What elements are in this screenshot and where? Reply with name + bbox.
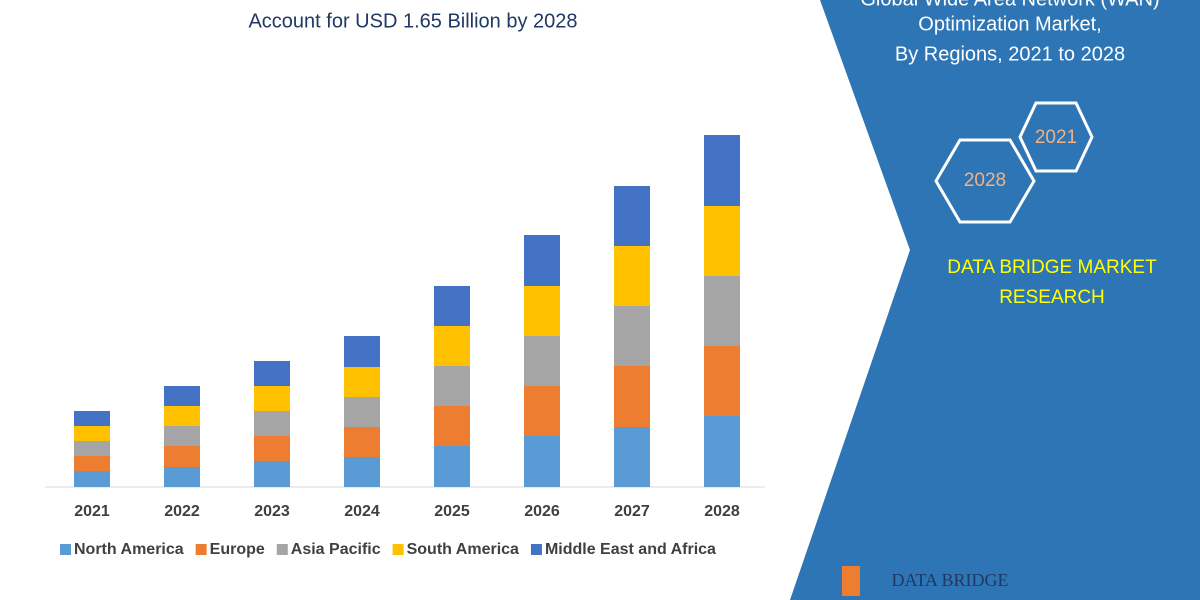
bar-segment [704,206,740,276]
bar-segment [614,427,650,487]
bar-segment [434,406,470,446]
bar-segment [74,471,110,487]
bar-segment [704,135,740,206]
bar-segment [254,361,290,386]
hexagon [1018,101,1094,173]
bar-segment [434,326,470,366]
bar-segment [524,386,560,436]
bar-segment [614,246,650,306]
hexagon [934,138,1036,224]
panel-title: By Regions, 2021 to 2028 [895,43,1125,65]
bar-segment [704,276,740,346]
bar-segment [434,286,470,326]
bar-segment [254,411,290,436]
legend-swatch [60,544,71,555]
legend-swatch [195,544,207,555]
side-panel [790,0,1200,600]
bar-segment [344,336,380,367]
bar-segment [164,426,200,446]
brand-text: RESEARCH [999,287,1105,308]
legend-label: Asia Pacific [291,541,381,558]
logo-text: DATA BRIDGE [891,570,1008,590]
brand-text: DATA BRIDGE MARKET [947,257,1157,278]
bar-segment [704,416,740,487]
x-tick-label: 2028 [704,503,740,520]
bar-segment [434,446,470,487]
logo-icon [842,566,860,596]
legend-label: North America [74,541,184,558]
x-tick-label: 2024 [344,503,380,520]
bar-segment [164,406,200,426]
bar-segment [254,436,290,461]
bar-segment [524,235,560,286]
bar-segment [344,397,380,427]
legend-label: Europe [210,541,265,558]
x-tick-label: 2021 [74,503,110,520]
bar-segment [524,286,560,336]
bar-segment [614,366,650,427]
x-tick-label: 2025 [434,503,470,520]
bar-segment [164,446,200,467]
bar-segment [254,386,290,411]
bar-segment [74,411,110,426]
chart-title: Account for USD 1.65 Billion by 2028 [248,10,577,32]
bar-segment [74,426,110,441]
bar-segment [434,366,470,406]
bar-segment [614,306,650,366]
bar-segment [254,461,290,487]
bar-segment [614,186,650,246]
legend-swatch [392,544,404,555]
x-tick-label: 2026 [524,503,560,520]
bar-segment [164,386,200,406]
hexagon-label: 2028 [964,170,1006,191]
legend-swatch [276,544,288,555]
legend-label: Middle East and Africa [545,541,716,558]
bar-segment [524,336,560,386]
bar-segment [344,427,380,457]
bar-segment [164,467,200,487]
x-tick-label: 2027 [614,503,650,520]
panel-title: Optimization Market, [918,13,1101,35]
panel-title: Global Wide Area Network (WAN) [860,0,1159,10]
bar-segment [344,457,380,487]
legend-label: South America [407,541,519,558]
legend-swatch [530,544,542,555]
x-tick-label: 2023 [254,503,290,520]
hexagon-label: 2021 [1035,127,1077,148]
bar-segment [344,367,380,397]
bar-segment [524,436,560,487]
bar-segment [74,441,110,456]
x-tick-label: 2022 [164,503,200,520]
bar-segment [704,346,740,416]
bar-segment [74,456,110,471]
